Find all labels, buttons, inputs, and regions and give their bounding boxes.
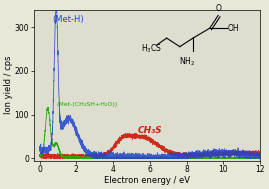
Text: (Met-H): (Met-H) xyxy=(52,15,84,24)
Text: (Met-(CH₃SH+H₂O)): (Met-(CH₃SH+H₂O)) xyxy=(56,102,117,107)
Text: CH₃S: CH₃S xyxy=(137,126,162,135)
X-axis label: Electron energy / eV: Electron energy / eV xyxy=(104,176,190,185)
Y-axis label: Ion yield / cps: Ion yield / cps xyxy=(4,56,13,114)
